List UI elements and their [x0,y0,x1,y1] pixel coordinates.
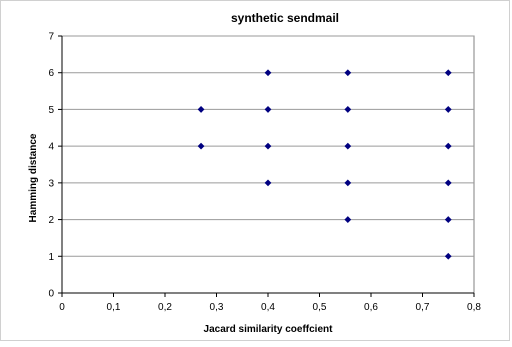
x-tick-label: 0,3 [210,302,224,313]
chart-title: synthetic sendmail [231,11,339,25]
data-point [444,179,452,187]
data-point [264,142,272,150]
data-point [444,142,452,150]
x-tick-label: 0 [59,302,65,313]
y-tick-label: 1 [48,252,54,263]
data-point [344,142,352,150]
y-tick-label: 6 [48,68,54,79]
x-tick-label: 0,5 [313,302,327,313]
x-tick-label: 0,6 [364,302,378,313]
data-point [264,179,272,187]
data-point [197,142,205,150]
data-point [197,106,205,113]
x-tick-label: 0,1 [107,302,121,313]
y-tick-label: 0 [48,289,54,300]
data-point [344,106,352,113]
y-tick-label: 7 [48,32,54,43]
x-tick-label: 0,4 [261,302,275,313]
data-point [344,69,352,77]
y-tick-label: 2 [48,215,54,226]
plot-area [61,35,475,294]
data-point [264,69,272,77]
data-point [444,252,452,260]
data-point [444,69,452,77]
x-tick-label: 0,8 [467,302,481,313]
y-tick-label: 4 [48,142,54,153]
data-points [197,69,452,260]
y-axis: 0 1 2 3 4 5 6 7 [48,32,62,300]
x-axis-label: Jacard similarity coeffcient [204,324,334,335]
y-axis-label: Hamming distance [28,133,39,222]
data-point [264,106,272,113]
data-point [344,216,352,223]
x-axis: 0 0,1 0,2 0,3 0,4 0,5 0,6 0,7 0,8 [59,36,481,313]
data-point [444,216,452,223]
x-tick-label: 0,2 [158,302,172,313]
data-point [344,179,352,187]
data-point [444,106,452,113]
y-tick-label: 5 [48,105,54,116]
x-tick-label: 0,7 [416,302,430,313]
y-tick-label: 3 [48,178,54,189]
